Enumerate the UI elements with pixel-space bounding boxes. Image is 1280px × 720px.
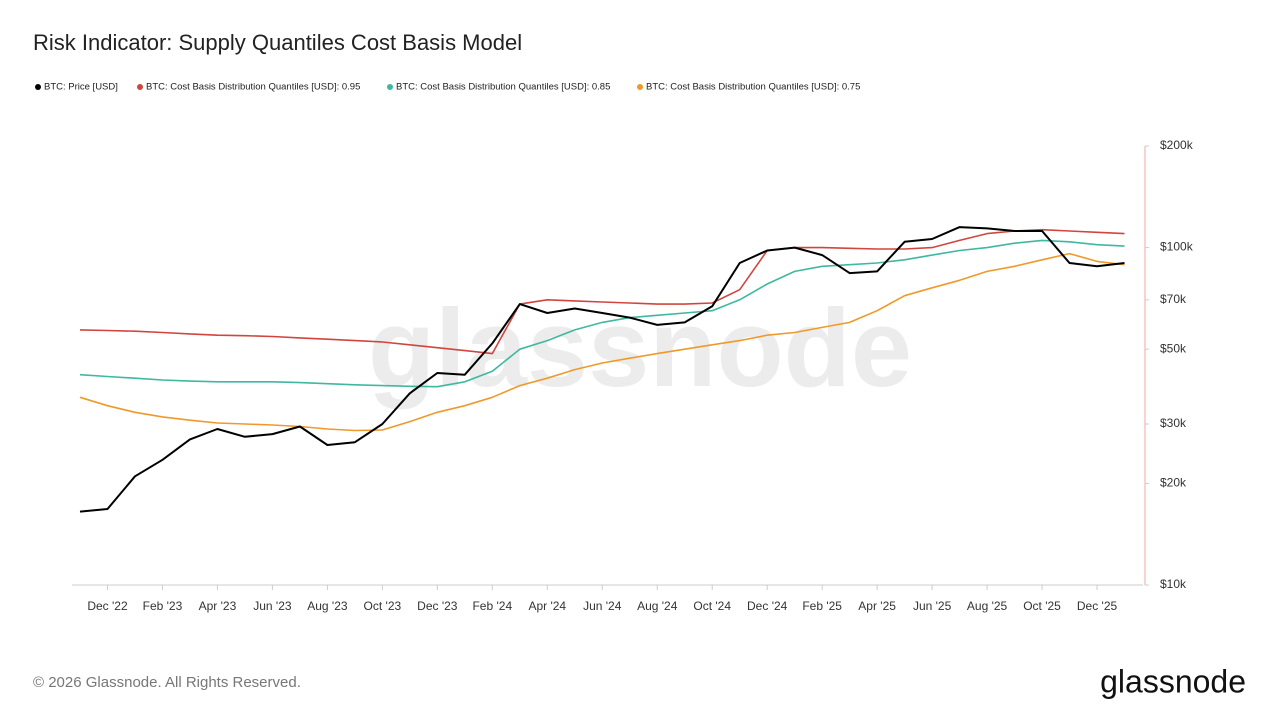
series-line — [79, 239, 1125, 388]
series-line — [79, 252, 1125, 432]
y-tick-label: $50k — [1160, 341, 1187, 355]
watermark: glassnode — [368, 287, 912, 410]
x-tick-label: Dec '22 — [87, 599, 128, 613]
x-tick-label: Apr '23 — [199, 599, 237, 613]
logo: glassnode — [1100, 663, 1246, 699]
series-line — [79, 226, 1125, 513]
y-tick-label: $100k — [1160, 240, 1194, 254]
x-tick-label: Feb '23 — [143, 599, 183, 613]
y-tick-label: $200k — [1160, 138, 1194, 152]
legend-label: BTC: Cost Basis Distribution Quantiles [… — [146, 82, 360, 93]
y-tick-label: $20k — [1160, 476, 1187, 490]
x-tick-label: Dec '24 — [747, 599, 788, 613]
x-tick-label: Apr '25 — [858, 599, 896, 613]
chart-title: Risk Indicator: Supply Quantiles Cost Ba… — [33, 30, 522, 55]
x-tick-label: Feb '25 — [802, 599, 842, 613]
y-tick-label: $70k — [1160, 292, 1187, 306]
legend-label: BTC: Cost Basis Distribution Quantiles [… — [396, 82, 610, 93]
x-tick-label: Jun '25 — [913, 599, 952, 613]
legend-label: BTC: Price [USD] — [44, 82, 118, 93]
legend-marker — [637, 84, 643, 90]
legend-marker — [387, 84, 393, 90]
x-tick-label: Aug '23 — [307, 599, 348, 613]
legend-label: BTC: Cost Basis Distribution Quantiles [… — [646, 82, 860, 93]
series-line — [79, 228, 1125, 355]
x-tick-label: Dec '25 — [1077, 599, 1118, 613]
y-tick-label: $30k — [1160, 416, 1187, 430]
legend-marker — [137, 84, 143, 90]
x-tick-label: Oct '25 — [1023, 599, 1061, 613]
x-tick-label: Oct '23 — [364, 599, 402, 613]
x-tick-label: Jun '23 — [253, 599, 292, 613]
x-tick-label: Aug '25 — [967, 599, 1008, 613]
y-tick-label: $10k — [1160, 577, 1187, 591]
x-tick-label: Apr '24 — [528, 599, 566, 613]
legend-marker — [35, 84, 41, 90]
x-tick-label: Feb '24 — [472, 599, 512, 613]
x-tick-label: Aug '24 — [637, 599, 678, 613]
x-tick-label: Oct '24 — [693, 599, 731, 613]
x-tick-label: Jun '24 — [583, 599, 622, 613]
x-tick-label: Dec '23 — [417, 599, 458, 613]
copyright: © 2026 Glassnode. All Rights Reserved. — [33, 674, 301, 691]
